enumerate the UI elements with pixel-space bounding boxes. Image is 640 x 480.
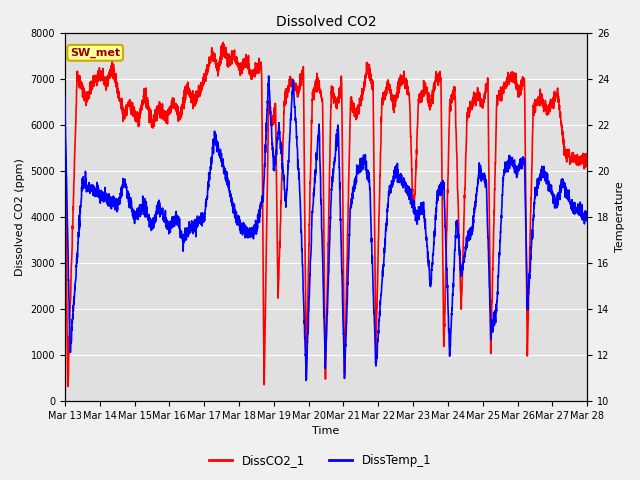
Y-axis label: Dissolved CO2 (ppm): Dissolved CO2 (ppm) (15, 158, 25, 276)
Y-axis label: Temperature: Temperature (615, 181, 625, 252)
Title: Dissolved CO2: Dissolved CO2 (276, 15, 376, 29)
Legend: DissCO2_1, DissTemp_1: DissCO2_1, DissTemp_1 (204, 449, 436, 472)
X-axis label: Time: Time (312, 426, 340, 436)
Text: SW_met: SW_met (70, 48, 120, 58)
